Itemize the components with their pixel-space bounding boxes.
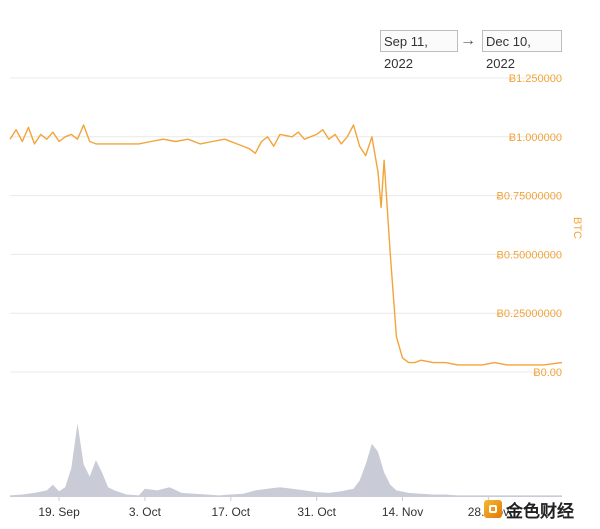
- grid-lines: [10, 77, 562, 373]
- volume-area-shape: [10, 423, 562, 497]
- y-tick-label: Ƀ0.00: [533, 367, 562, 379]
- watermark: 金色财经: [484, 496, 574, 522]
- y-tick-label: Ƀ0.25000000: [497, 308, 562, 320]
- price-series: [9, 124, 563, 366]
- arrow-right-icon: →: [460, 32, 476, 49]
- x-tick-label: 3. Oct: [129, 505, 162, 519]
- y-tick-label: Ƀ0.75000000: [497, 191, 562, 203]
- x-tick-label: 17. Oct: [211, 505, 250, 519]
- y-tick-label: Ƀ1.000000: [509, 132, 562, 144]
- jinse-logo-icon: [484, 500, 502, 518]
- y-tick-label: Ƀ0.50000000: [497, 249, 562, 261]
- price-line: [9, 124, 563, 366]
- watermark-text: 金色财经: [506, 501, 574, 522]
- x-tick-label: 14. Nov: [382, 505, 423, 519]
- x-tick-label: 19. Sep: [38, 505, 80, 519]
- date-end-input[interactable]: Dec 10, 2022: [482, 30, 562, 71]
- x-tick-label: 31. Oct: [297, 505, 336, 519]
- y-axis-ticks: Ƀ1.250000 Ƀ1.000000 Ƀ0.75000000 Ƀ0.50000000…: [497, 73, 562, 379]
- y-axis-title: BTC: [571, 217, 583, 239]
- volume-area: [10, 423, 562, 497]
- y-tick-label: Ƀ1.250000: [509, 73, 562, 85]
- date-range-selector: Sep 11, 2022 → Dec 10, 2022: [0, 30, 600, 71]
- date-start-input[interactable]: Sep 11, 2022: [380, 30, 458, 71]
